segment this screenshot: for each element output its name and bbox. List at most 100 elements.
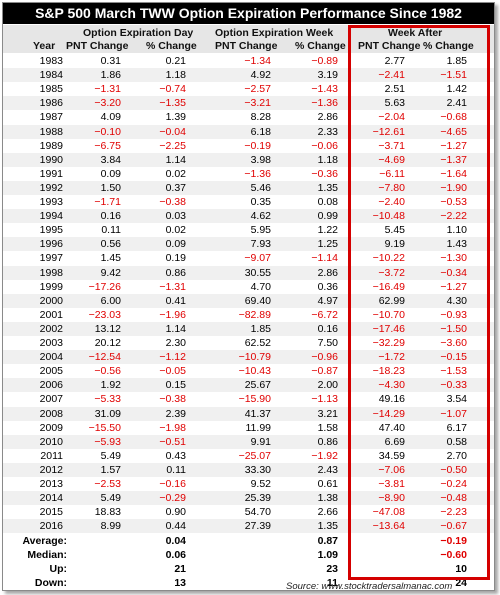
cell-week-pct: −1.92 <box>311 449 338 462</box>
cell-year: 1992 <box>39 181 63 194</box>
cell-year: 2008 <box>39 407 63 420</box>
cell-year: 1998 <box>39 266 63 279</box>
cell-after-pnt: −10.48 <box>372 210 405 223</box>
cell-after-pct: −0.53 <box>440 196 467 208</box>
cell-after-pct: −1.64 <box>440 167 467 180</box>
table-row: 1999 −17.26 −1.31 4.70 0.36 −16.49 −1.27 <box>3 280 494 294</box>
cell-after-pnt: −8.90 <box>378 492 405 505</box>
cell-after-pnt: 5.45 <box>384 224 405 237</box>
table-row: 1992 1.50 0.37 5.46 1.35 −7.80 −1.90 <box>3 180 494 195</box>
table-row: 2011 5.49 0.43 −25.07 −1.92 34.59 2.70 <box>3 449 494 463</box>
cell-after-pnt: −14.29 <box>372 407 405 420</box>
summary-row: Down: 13 11 24 <box>3 576 494 590</box>
cell-day-pnt: −0.56 <box>94 365 121 378</box>
cell-day-pct: 0.02 <box>165 167 186 180</box>
cell-day-pct: −0.38 <box>159 196 186 208</box>
header-pct-2: % Change <box>295 40 346 52</box>
table-row: 1993 −1.71 −0.38 0.35 0.08 −2.40 −0.53 <box>3 195 494 209</box>
cell-week-pct: 0.36 <box>317 280 338 293</box>
cell-day-pct: 0.09 <box>165 238 186 251</box>
cell-day-pnt: −2.53 <box>94 478 121 490</box>
cell-after-pnt: 2.77 <box>384 55 405 67</box>
table-row: 1991 0.09 0.02 −1.36 −0.36 −6.11 −1.64 <box>3 167 494 181</box>
cell-after-pct: −1.50 <box>440 322 467 335</box>
table-row: 1994 0.16 0.03 4.62 0.99 −10.48 −2.22 <box>3 209 494 224</box>
cell-week-pnt: 5.46 <box>250 181 271 194</box>
summary-row: Average: 0.04 0.87 −0.19 <box>3 534 494 548</box>
summary-row: Up: 21 23 10 <box>3 562 494 576</box>
cell-week-pct: 1.18 <box>317 153 338 166</box>
cell-day-pnt: −1.71 <box>94 196 121 208</box>
cell-week-pct: 0.99 <box>317 210 338 223</box>
cell-after-pct: −0.67 <box>440 520 467 533</box>
cell-after-pct: 2.70 <box>446 449 467 462</box>
cell-day-pnt: −15.50 <box>88 421 121 434</box>
cell-year: 1988 <box>39 125 63 138</box>
cell-week-pnt: −82.89 <box>238 308 271 321</box>
cell-week-pnt: −9.07 <box>244 252 271 265</box>
cell-week-pnt: 4.70 <box>250 280 271 293</box>
cell-after-pnt: −3.81 <box>378 478 405 490</box>
cell-week-pct: −0.87 <box>311 365 338 378</box>
cell-after-pnt: −3.72 <box>378 266 405 279</box>
cell-after-pnt: 34.59 <box>378 449 405 462</box>
cell-year: 2011 <box>40 449 63 462</box>
cell-day-pct: −1.31 <box>159 280 186 293</box>
table-row: 1983 0.31 0.21 −1.34 −0.89 2.77 1.85 <box>3 54 494 68</box>
cell-day-pnt: −17.26 <box>88 280 121 293</box>
table-row: 2003 20.12 2.30 62.52 7.50 −32.29 −3.60 <box>3 336 494 350</box>
table-row: 1985 −1.31 −0.74 −2.57 −1.43 2.51 1.42 <box>3 82 494 96</box>
cell-week-pnt: −1.36 <box>244 167 271 180</box>
cell-day-pct: 1.18 <box>165 69 186 82</box>
cell-week-pnt: 8.28 <box>250 111 271 124</box>
cell-week-pct: 2.86 <box>317 266 338 279</box>
table-row: 2002 13.12 1.14 1.85 0.16 −17.46 −1.50 <box>3 321 494 336</box>
cell-after-pnt: −17.46 <box>372 322 405 335</box>
cell-week-pnt: 27.39 <box>244 520 271 533</box>
cell-year: 2013 <box>39 478 63 490</box>
cell-day-pnt: −1.31 <box>94 83 121 96</box>
cell-after-pnt: −13.64 <box>372 520 405 533</box>
cell-after-pnt: 5.63 <box>384 97 405 110</box>
cell-day-pnt: −6.75 <box>94 139 121 152</box>
summary-label: Average: <box>22 535 67 548</box>
cell-day-pct: −0.16 <box>159 478 186 490</box>
cell-after-pct: −0.15 <box>440 351 467 364</box>
cell-year: 1985 <box>39 83 63 96</box>
cell-after-pnt: −47.08 <box>372 506 405 519</box>
table-row: 2010 −5.93 −0.51 9.91 0.86 6.69 0.58 <box>3 434 494 449</box>
cell-week-pnt: 54.70 <box>244 506 271 519</box>
cell-week-pct: 3.21 <box>317 407 338 420</box>
table-row: 2000 6.00 0.41 69.40 4.97 62.99 4.30 <box>3 293 494 308</box>
cell-day-pct: −1.96 <box>159 308 186 321</box>
cell-week-pct: −1.14 <box>311 252 338 265</box>
cell-year: 2014 <box>39 492 63 505</box>
table-row: 1998 9.42 0.86 30.55 2.86 −3.72 −0.34 <box>3 265 494 280</box>
cell-day-pct: 0.41 <box>165 294 186 307</box>
cell-after-pnt: 9.19 <box>384 238 405 251</box>
cell-day-pct: 0.19 <box>165 252 186 265</box>
table-row: 1987 4.09 1.39 8.28 2.86 −2.04 −0.68 <box>3 110 494 124</box>
cell-year: 2002 <box>39 322 63 335</box>
cell-week-pnt: 6.18 <box>250 125 271 138</box>
cell-day-pct: 0.44 <box>165 520 186 533</box>
cell-day-pnt: 1.92 <box>100 379 121 392</box>
cell-day-pct: −1.98 <box>159 421 186 434</box>
header-pnt-2: PNT Change <box>215 40 278 52</box>
cell-week-pct: 1.38 <box>317 492 338 505</box>
cell-year: 2010 <box>39 435 63 448</box>
cell-after-pct: −4.65 <box>440 125 467 138</box>
cell-after-pct: 1.43 <box>446 238 467 251</box>
cell-year: 2007 <box>39 393 63 406</box>
cell-week-pnt: 4.62 <box>250 210 271 223</box>
cell-day-pnt: 5.49 <box>100 449 121 462</box>
cell-week-pnt: 11.99 <box>245 421 272 434</box>
cell-year: 1983 <box>39 55 63 67</box>
cell-week-pct: −0.36 <box>311 167 338 180</box>
cell-after-pnt: 2.51 <box>384 83 405 96</box>
cell-year: 2015 <box>39 506 63 519</box>
cell-day-pnt: 18.83 <box>94 506 121 519</box>
cell-after-pnt: −4.69 <box>378 153 405 166</box>
summary-row: Median: 0.06 1.09 −0.60 <box>3 548 494 562</box>
cell-after-pnt: −7.06 <box>378 463 405 476</box>
